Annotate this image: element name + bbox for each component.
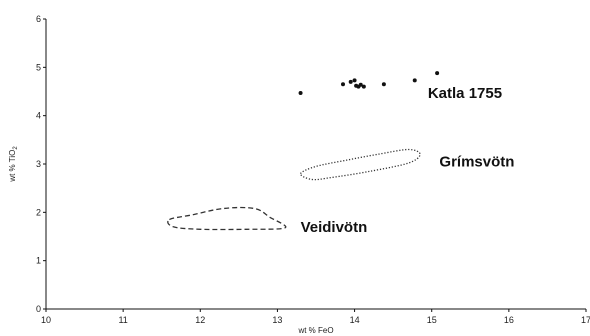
- data-point-katla-1755: [341, 82, 345, 87]
- y-axis-label: wt % TiO2: [8, 146, 19, 183]
- outline-veidiv-tn: [167, 206, 287, 231]
- x-tick-label: 11: [118, 315, 127, 325]
- y-ticks: 0 1 2 3 4 5 6: [36, 14, 46, 314]
- x-tick-label: 12: [195, 315, 205, 325]
- y-tick-label: 3: [36, 159, 41, 169]
- x-tick-label: 13: [272, 315, 282, 325]
- data-point-katla-1755: [298, 90, 303, 95]
- series-label-veidiv-tn: Veidivötn: [301, 219, 368, 236]
- y-tick-label: 6: [36, 14, 41, 24]
- x-tick-label: 10: [41, 315, 51, 325]
- x-ticks: 10 11 12 13 14 15 16 17: [41, 309, 590, 325]
- y-axis-label-sub: 2: [13, 146, 19, 150]
- data-point-katla-1755: [358, 82, 363, 87]
- data-point-katla-1755: [381, 82, 386, 87]
- y-tick-label: 5: [36, 62, 41, 72]
- x-tick-label: 17: [581, 315, 590, 325]
- outline-gr-msv-tn: [299, 148, 421, 181]
- series-label-gr-msv-tn: Grímsvötn: [439, 154, 514, 171]
- x-tick-label: 16: [504, 315, 514, 325]
- series-layer: [167, 71, 440, 231]
- x-tick-label: 14: [350, 315, 360, 325]
- data-point-katla-1755: [361, 84, 366, 89]
- y-tick-label: 1: [36, 256, 41, 266]
- y-tick-label: 4: [36, 111, 41, 121]
- x-tick-label: 15: [427, 315, 437, 325]
- series-label-katla-1755: Katla 1755: [428, 85, 502, 102]
- y-axis-label-main: wt % TiO: [8, 150, 17, 183]
- data-point-katla-1755: [348, 79, 353, 84]
- y-tick-label: 0: [36, 304, 41, 314]
- labels-layer: Katla 1755 Grímsvötn Veidivötn: [301, 85, 515, 236]
- x-axis-label: wt % FeO: [297, 326, 333, 335]
- data-point-katla-1755: [412, 78, 417, 83]
- y-tick-label: 2: [36, 207, 41, 217]
- data-point-katla-1755: [352, 78, 357, 83]
- data-point-katla-1755: [435, 71, 440, 76]
